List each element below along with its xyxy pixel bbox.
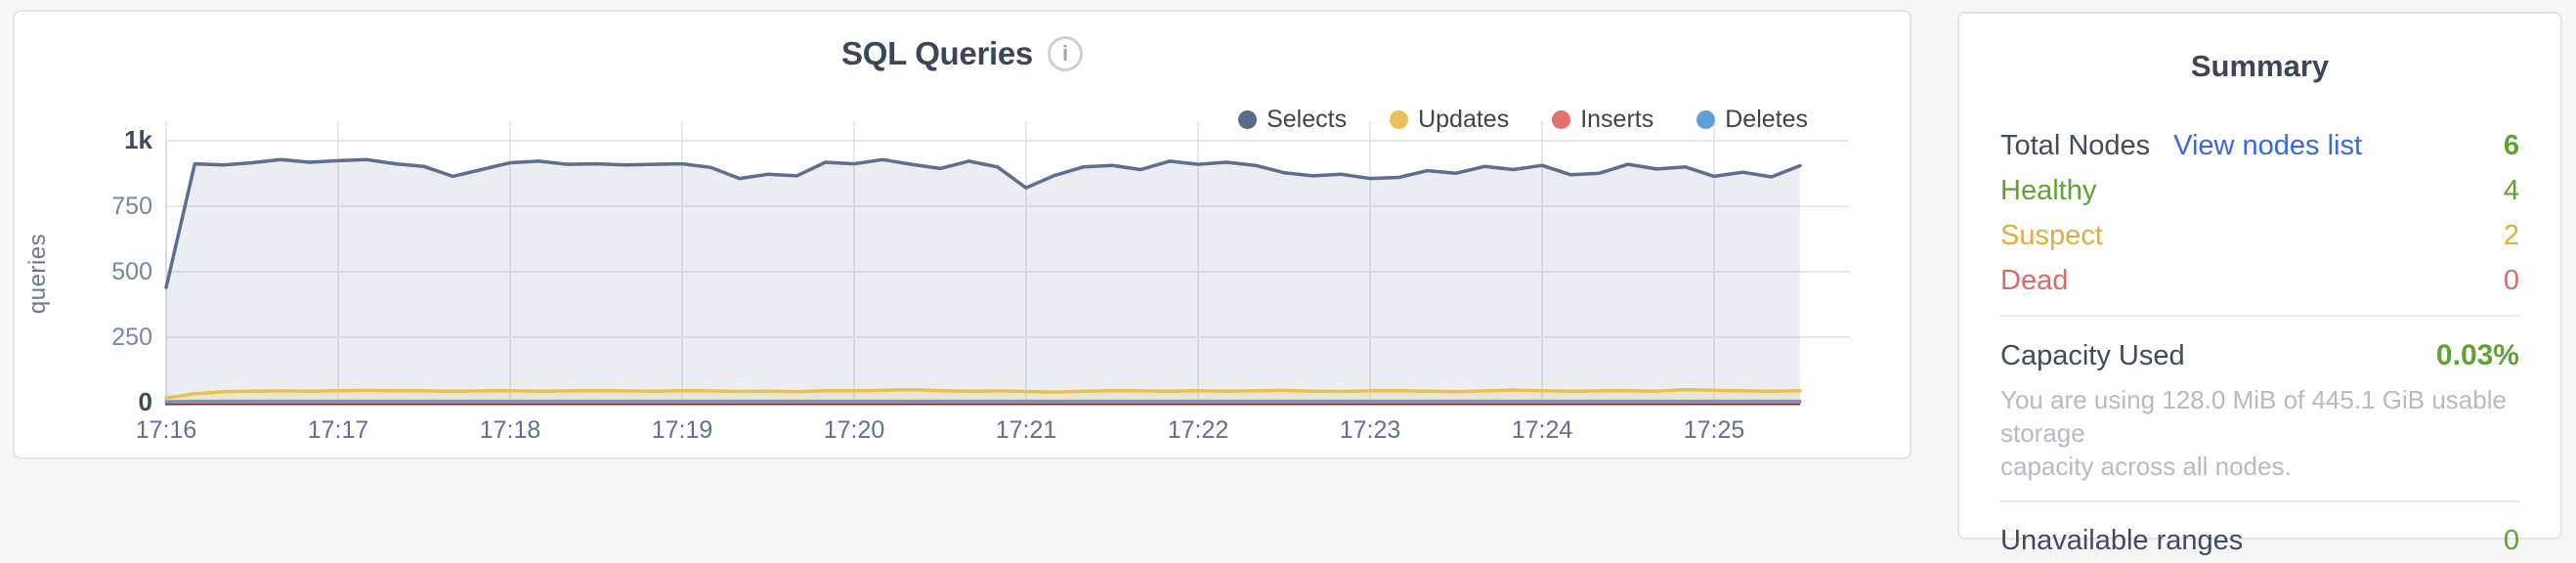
- y-axis-title: queries: [24, 176, 52, 371]
- x-tick-label: 17:25: [1684, 416, 1745, 444]
- total-nodes-value: 6: [2504, 130, 2519, 162]
- total-nodes-row: Total Nodes View nodes list 6: [2000, 123, 2519, 168]
- capacity-description: You are using 128.0 MiB of 445.1 GiB usa…: [2000, 383, 2519, 483]
- total-nodes-label: Total Nodes: [2000, 130, 2150, 162]
- x-tick-label: 17:22: [1168, 416, 1229, 444]
- area-selects: [166, 159, 1800, 403]
- y-tick-label: 1k: [124, 125, 152, 154]
- healthy-row: Healthy 4: [2000, 168, 2519, 213]
- y-tick-label: 750: [111, 193, 152, 220]
- chart-title-row: SQL Queries i: [15, 35, 1910, 72]
- legend-item-deletes[interactable]: Deletes: [1696, 106, 1808, 134]
- x-tick-label: 17:20: [824, 416, 885, 444]
- suspect-value: 2: [2504, 220, 2519, 252]
- dead-value: 0: [2504, 265, 2519, 297]
- dead-row: Dead 0: [2000, 258, 2519, 303]
- x-tick-label: 17:19: [652, 416, 713, 444]
- unavailable-ranges-label: Unavailable ranges: [2000, 525, 2243, 557]
- healthy-label: Healthy: [2000, 175, 2096, 207]
- x-tick-label: 17:17: [308, 416, 369, 444]
- x-tick-label: 17:21: [996, 416, 1057, 444]
- deletes-dot-icon: [1696, 110, 1715, 129]
- healthy-value: 4: [2504, 175, 2519, 207]
- capacity-used-value: 0.03%: [2436, 339, 2519, 372]
- selects-dot-icon: [1238, 110, 1257, 129]
- suspect-label: Suspect: [2000, 220, 2103, 252]
- summary-title: Summary: [2000, 49, 2519, 84]
- y-tick-label: 0: [139, 387, 152, 416]
- chart-legend: Selects Updates Inserts Deletes: [1238, 106, 1808, 134]
- x-tick-label: 17:18: [480, 416, 541, 444]
- y-tick-label: 250: [111, 324, 152, 351]
- legend-item-selects[interactable]: Selects: [1238, 106, 1347, 134]
- view-nodes-list-link[interactable]: View nodes list: [2173, 130, 2362, 162]
- chart-title: SQL Queries: [841, 35, 1033, 72]
- summary-sidebar: Summary Total Nodes View nodes list 6 He…: [1957, 12, 2562, 540]
- dashboard-page: { "page": { "background": "#f6f6f7" }, "…: [0, 0, 2576, 485]
- capacity-used-label: Capacity Used: [2000, 340, 2185, 372]
- chart-canvas[interactable]: 1k 750 500 250 017:16 17:17 17:18 17:19 17:20 17:…: [15, 12, 1910, 457]
- updates-dot-icon: [1390, 110, 1408, 129]
- legend-item-updates[interactable]: Updates: [1390, 106, 1509, 134]
- suspect-row: Suspect 2: [2000, 213, 2519, 258]
- legend-item-inserts[interactable]: Inserts: [1552, 106, 1653, 134]
- x-tick-label: 17:23: [1340, 416, 1401, 444]
- x-tick-label: 17:16: [136, 416, 197, 444]
- x-tick-label: 17:24: [1512, 416, 1573, 444]
- info-icon[interactable]: i: [1048, 36, 1083, 71]
- unavailable-ranges-value: 0: [2504, 525, 2519, 557]
- capacity-used-row: Capacity Used 0.03%: [2000, 338, 2519, 373]
- inserts-dot-icon: [1552, 110, 1570, 129]
- dead-label: Dead: [2000, 265, 2068, 297]
- unavailable-ranges-row: Unavailable ranges 0: [2000, 518, 2519, 563]
- y-tick-label: 500: [111, 258, 152, 285]
- node-status-rows: Total Nodes View nodes list 6 Healthy 4 …: [2000, 123, 2519, 303]
- divider: [2000, 500, 2519, 502]
- divider: [2000, 315, 2519, 317]
